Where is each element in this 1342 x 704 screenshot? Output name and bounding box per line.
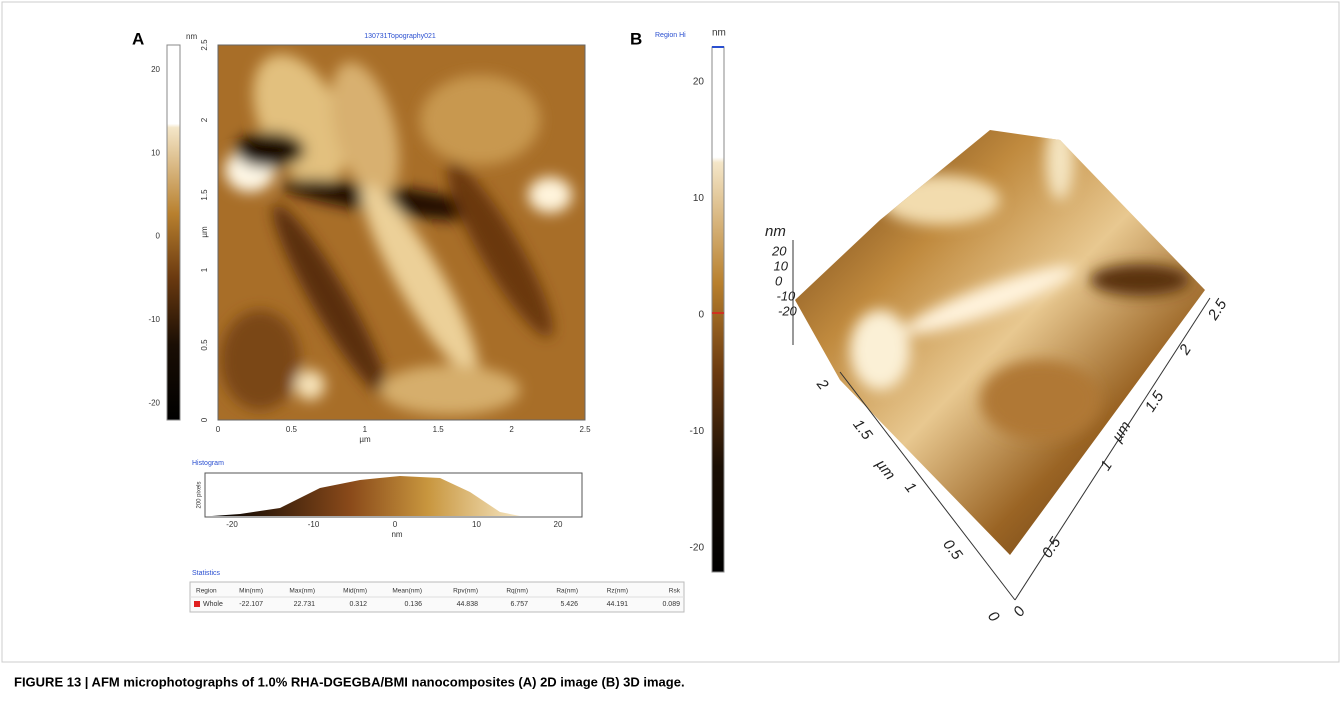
right-axis-label: µm	[1109, 418, 1135, 445]
z-tick-label: 10	[774, 258, 789, 273]
table-header: Rq(nm)	[506, 588, 528, 595]
histogram-tick: -20	[226, 520, 238, 529]
y-axis-label: µm	[200, 226, 209, 238]
x-tick-label: 2	[509, 425, 514, 434]
colorbar-tick: 20	[693, 77, 705, 88]
histogram-tick: 0	[393, 520, 398, 529]
histogram-title: Histogram	[192, 460, 224, 467]
table-cell: 44.191	[607, 601, 629, 608]
left-tick-label: 1.5	[849, 416, 876, 443]
colorbar	[166, 44, 181, 421]
afm-image	[218, 45, 585, 420]
table-header: Ra(nm)	[556, 588, 578, 595]
region-label: Region Hi	[655, 32, 686, 39]
afm-surface	[795, 130, 1205, 555]
right-tick-label: 1.5	[1142, 388, 1168, 415]
colorbar	[711, 46, 725, 573]
y-tick-label: 2	[200, 117, 209, 122]
z-tick-label: -10	[777, 288, 797, 303]
left-tick-label: 0.5	[939, 536, 966, 563]
table-header: Min(nm)	[239, 588, 263, 595]
colorbar-tick: 0	[156, 232, 161, 241]
colorbar-tick: -10	[690, 426, 705, 437]
table-header: Mean(nm)	[392, 588, 422, 595]
image-title: 130731Topography021	[364, 33, 436, 40]
right-tick-label: 0	[1010, 603, 1029, 620]
x-tick-label: 1.5	[433, 425, 445, 434]
left-tick-label: 1	[901, 479, 920, 496]
colorbar-tick: 0	[698, 310, 704, 321]
y-tick-label: 0.5	[200, 339, 209, 351]
y-tick-label: 2.5	[200, 39, 209, 51]
table-cell: 22.731	[294, 601, 316, 608]
right-tick-label: 1	[1097, 458, 1116, 474]
histogram-tick: 10	[472, 520, 481, 529]
colorbar-tick: -20	[690, 543, 705, 554]
statistics-title: Statistics	[192, 570, 221, 577]
table-header: Rpv(nm)	[453, 588, 478, 595]
image-frame	[217, 44, 586, 421]
panel-label: B	[630, 29, 642, 48]
histogram-tick: 20	[554, 520, 563, 529]
x-tick-label: 1	[363, 425, 368, 434]
table-cell: 0.136	[404, 601, 422, 608]
histogram-y-label: 200 pixels	[197, 481, 203, 508]
colorbar-tick: -20	[148, 398, 160, 407]
surface-axes	[792, 240, 1211, 601]
colorbar-tick: -10	[148, 315, 160, 324]
table-cell: 5.426	[560, 601, 578, 608]
table-cell: -22.107	[239, 601, 263, 608]
histogram-x-label: nm	[391, 530, 402, 539]
table-cell: Whole	[203, 601, 223, 608]
table-header: Rsk	[669, 588, 681, 595]
panel-label: A	[132, 29, 144, 48]
colorbar-tick: 10	[693, 193, 705, 204]
x-tick-label: 0	[216, 425, 221, 434]
z-tick-label: -20	[778, 303, 798, 318]
table-cell: 0.312	[349, 601, 367, 608]
left-axis-label: µm	[872, 456, 898, 483]
table-cell: 6.757	[510, 601, 528, 608]
z-axis-label: nm	[765, 223, 786, 240]
x-axis-label: µm	[359, 435, 371, 444]
colorbar-tick: 10	[151, 148, 160, 157]
z-tick-label: 0	[775, 273, 783, 288]
caption: FIGURE 13 | AFM microphotographs of 1.0%…	[14, 674, 685, 689]
colorbar-unit: nm	[712, 28, 726, 39]
table-header: Region	[196, 588, 217, 595]
right-tick-label: 2	[1176, 341, 1196, 359]
region-marker	[194, 601, 200, 607]
y-tick-label: 1.5	[200, 189, 209, 201]
table-cell: 0.089	[662, 601, 680, 608]
colorbar-tick: 20	[151, 65, 160, 74]
figure-border	[1, 1, 1340, 663]
table-header: Max(nm)	[289, 588, 315, 595]
left-tick-label: 2	[813, 375, 833, 393]
y-tick-label: 1	[200, 267, 209, 272]
histogram-tick: -10	[308, 520, 320, 529]
left-tick-label: 0	[984, 608, 1003, 626]
table-header: Rz(nm)	[607, 588, 628, 595]
table-cell: 44.838	[457, 601, 479, 608]
y-tick-label: 0	[200, 417, 209, 422]
x-tick-label: 0.5	[286, 425, 298, 434]
x-tick-label: 2.5	[579, 425, 591, 434]
colorbar-unit: nm	[186, 32, 197, 41]
z-tick-label: 20	[771, 243, 787, 258]
histogram-shape	[212, 476, 520, 516]
table-header: Mid(nm)	[343, 588, 367, 595]
